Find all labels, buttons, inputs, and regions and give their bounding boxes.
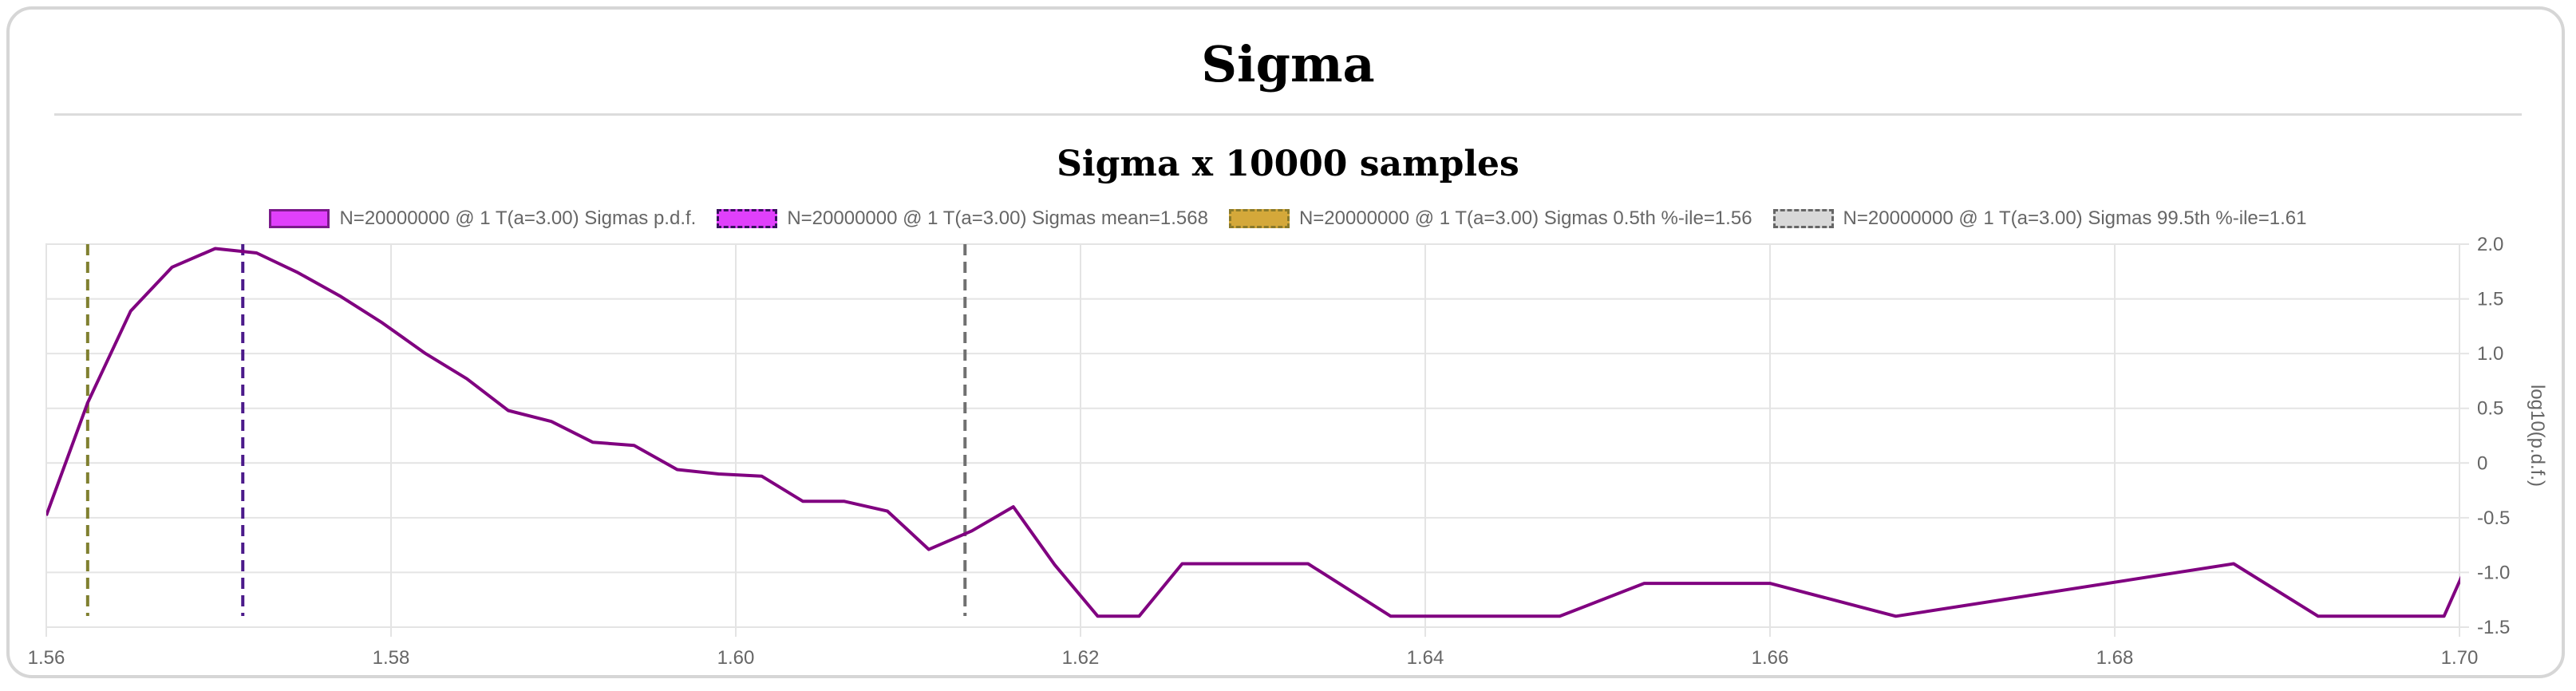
y-tick-label: 1.5 <box>2477 289 2503 310</box>
y-tick-labels: 2.0 1.5 1.0 0.5 0 -0.5 -1.0 -1.5 <box>2477 234 2510 638</box>
pdf-line <box>46 247 2460 618</box>
x-tick-label: 1.66 <box>1752 647 1789 669</box>
y-tick-label: -0.5 <box>2477 507 2510 529</box>
x-tick-label: 1.58 <box>373 647 410 669</box>
plot-frame <box>45 243 2460 628</box>
x-tick-label: 1.64 <box>1407 647 1444 669</box>
legend-swatch-p995 <box>1772 209 1834 228</box>
title-divider <box>54 113 2522 116</box>
x-tick-labels: 1.56 1.58 1.60 1.62 1.64 1.66 1.68 1.70 <box>28 647 2479 669</box>
x-tick-label: 1.70 <box>2441 647 2479 669</box>
legend-swatch-p05 <box>1228 209 1290 228</box>
legend-item-pdf[interactable]: N=20000000 @ 1 T(a=3.00) Sigmas p.d.f. <box>269 207 696 230</box>
legend-item-p995[interactable]: N=20000000 @ 1 T(a=3.00) Sigmas 99.5th %… <box>1772 207 2307 230</box>
page-title: Sigma <box>1201 35 1375 93</box>
chart-legend: N=20000000 @ 1 T(a=3.00) Sigmas p.d.f. N… <box>0 204 2576 233</box>
x-tick-label: 1.62 <box>1062 647 1100 669</box>
y-tick-label: -1.0 <box>2477 562 2510 583</box>
legend-swatch-pdf <box>269 209 330 228</box>
legend-label-p05: N=20000000 @ 1 T(a=3.00) Sigmas 0.5th %-… <box>1298 207 1752 229</box>
chart-card <box>6 6 2565 678</box>
pdf-series <box>46 247 2460 618</box>
x-tick-label: 1.60 <box>717 647 755 669</box>
legend-item-p05[interactable]: N=20000000 @ 1 T(a=3.00) Sigmas 0.5th %-… <box>1228 207 1752 230</box>
chart-title: Sigma x 10000 samples <box>1057 144 1519 184</box>
y-tick-label: 0.5 <box>2477 398 2503 420</box>
chart-marks <box>46 244 2460 618</box>
y-tick-label: 2.0 <box>2477 234 2503 255</box>
legend-label-mean: N=20000000 @ 1 T(a=3.00) Sigmas mean=1.5… <box>787 207 1208 229</box>
y-tick-label: 1.0 <box>2477 343 2503 365</box>
y-tick-label: 0 <box>2477 452 2487 474</box>
y-axis-title: log10(p.d.f.) <box>2527 385 2548 487</box>
legend-label-pdf: N=20000000 @ 1 T(a=3.00) Sigmas p.d.f. <box>339 207 697 229</box>
legend-label-p995: N=20000000 @ 1 T(a=3.00) Sigmas 99.5th %… <box>1843 207 2307 229</box>
grid-lines <box>45 243 2469 637</box>
x-tick-label: 1.68 <box>2096 647 2134 669</box>
legend-item-mean[interactable]: N=20000000 @ 1 T(a=3.00) Sigmas mean=1.5… <box>717 207 1208 230</box>
y-tick-label: -1.5 <box>2477 617 2510 638</box>
legend-swatch-mean <box>717 209 778 228</box>
x-tick-label: 1.56 <box>28 647 65 669</box>
